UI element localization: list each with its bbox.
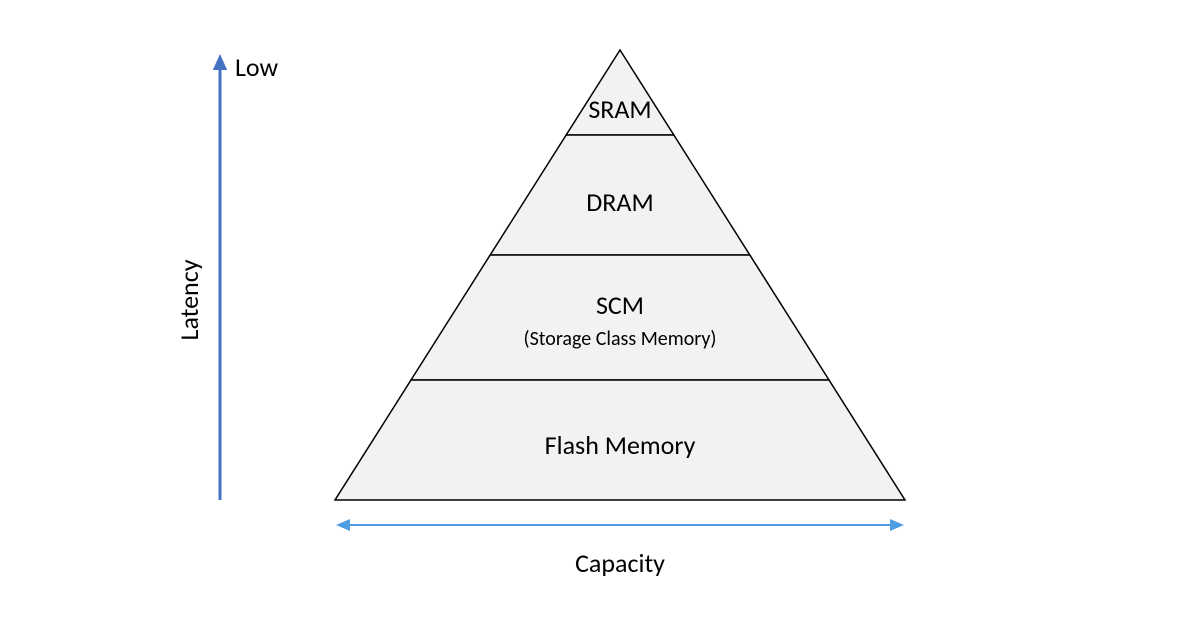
tier-label: DRAM [586,186,653,218]
latency-axis-label: Latency [173,259,205,340]
capacity-axis-label: Capacity [575,547,665,579]
arrowhead-left-icon [336,519,350,531]
tier-sublabel: (Storage Class Memory) [524,327,717,351]
tier-label: SRAM [588,93,651,125]
tier-label: Flash Memory [545,429,696,461]
latency-axis-tip-label: Low [235,51,279,83]
latency-axis: Latency Low [173,51,278,500]
arrowhead-up-icon [213,54,227,70]
memory-pyramid: SRAM DRAM SCM (Storage Class Memory) Flash M… [335,50,905,500]
arrowhead-right-icon [890,519,904,531]
capacity-axis: Capacity [336,519,904,579]
tier-label: SCM [596,289,644,321]
